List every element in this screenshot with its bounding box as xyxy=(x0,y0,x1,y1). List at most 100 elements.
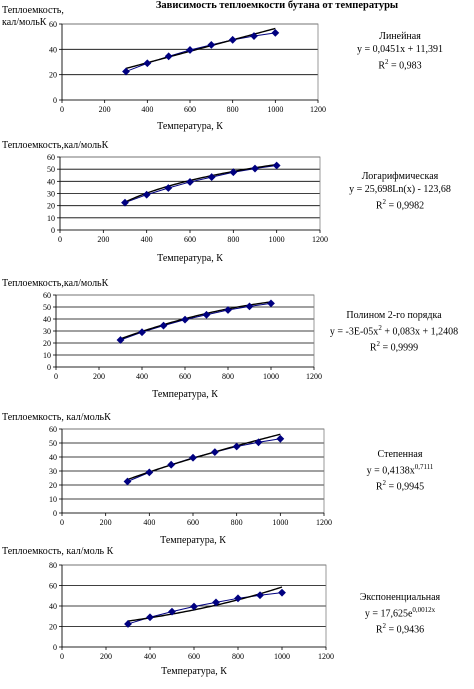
data-point-marker xyxy=(189,453,197,462)
y-tick-label: 20 xyxy=(49,71,57,80)
x-tick-label: 400 xyxy=(143,518,155,527)
data-point-marker xyxy=(164,184,173,192)
x-tick-label: 200 xyxy=(100,652,112,661)
x-tick-label: 600 xyxy=(184,105,196,114)
data-point-marker xyxy=(186,46,194,54)
trend-name: Степенная xyxy=(377,449,423,460)
y-tick-label: 20 xyxy=(49,623,57,632)
y-tick-label: 0 xyxy=(53,509,57,518)
y-tick-label: 10 xyxy=(49,495,57,504)
x-tick-label: 1000 xyxy=(263,372,279,381)
data-point-marker xyxy=(254,438,263,447)
data-point-marker xyxy=(121,198,129,207)
x-tick-label: 200 xyxy=(93,372,105,381)
data-point-marker xyxy=(159,321,168,330)
y-tick-label: 40 xyxy=(49,602,57,611)
data-point-marker xyxy=(228,35,237,44)
x-tick-label: 0 xyxy=(60,652,64,661)
y-tick-label: 20 xyxy=(47,202,55,211)
x-tick-label: 0 xyxy=(60,105,64,114)
y-tick-label: 60 xyxy=(49,425,57,434)
y-tick-label: 0 xyxy=(51,226,55,235)
data-point-marker xyxy=(278,588,286,597)
y-tick-label: 30 xyxy=(47,190,55,199)
data-series-line xyxy=(124,165,277,204)
x-tick-label: 600 xyxy=(179,372,191,381)
x-tick-label: 0 xyxy=(58,235,62,244)
y-tick-label: 30 xyxy=(43,327,51,336)
y-axis-title: Теплоемкость, кал/моль К xyxy=(2,546,114,557)
y-tick-label: 20 xyxy=(49,481,57,490)
chart-panel-linear: 0 20 40 60 0 200 400 600 800 1000 1200 Температура,… xyxy=(0,0,474,140)
trend-name: Экспоненциальная xyxy=(359,592,441,603)
y-tick-label: 30 xyxy=(49,467,57,476)
x-tick-label: 800 xyxy=(227,235,239,244)
data-series-line xyxy=(120,302,272,341)
data-point-marker xyxy=(267,299,275,308)
data-point-marker xyxy=(207,40,216,49)
data-point-marker xyxy=(276,434,285,443)
x-tick-label: 600 xyxy=(184,235,196,244)
data-point-marker xyxy=(167,460,176,469)
x-axis-title: Температура, К xyxy=(157,253,223,264)
y-tick-label: 40 xyxy=(49,453,57,462)
data-point-marker xyxy=(164,52,173,61)
x-tick-label: 600 xyxy=(187,518,199,527)
trend-r2: R2 = 0,9982 xyxy=(375,198,425,212)
y-axis-title: Теплоемкость,кал/мольК xyxy=(2,140,109,151)
trend-name: Логарифмическая xyxy=(361,171,439,182)
trend-name: Линейная xyxy=(379,31,421,42)
data-point-marker xyxy=(271,28,280,37)
data-point-marker xyxy=(245,302,254,311)
x-tick-label: 400 xyxy=(141,105,153,114)
trend-r2: R2 = 0,9436 xyxy=(375,622,425,636)
data-point-marker xyxy=(224,306,232,314)
y-tick-label: 40 xyxy=(47,177,55,186)
data-point-marker xyxy=(142,190,151,199)
data-point-marker xyxy=(168,607,176,616)
equation-box-poly: Полином 2-го порядка y = -3E-05x2 + 0,08… xyxy=(316,309,472,355)
y-tick-label: 0 xyxy=(47,363,51,372)
y-axis-title: Теплоемкость, кал/мольК xyxy=(2,412,111,423)
data-point-marker xyxy=(186,178,194,186)
x-tick-label: 800 xyxy=(232,652,244,661)
trend-name: Полином 2-го порядка xyxy=(346,310,442,321)
data-point-marker xyxy=(232,442,241,451)
trend-formula: y = 0,0451x + 11,391 xyxy=(357,44,443,55)
data-point-marker xyxy=(143,59,152,68)
x-tick-label: 1200 xyxy=(306,372,322,381)
plot-area-frame xyxy=(61,23,319,101)
x-tick-label: 0 xyxy=(54,372,58,381)
trend-formula: y = 17,625e0,0012x xyxy=(364,606,436,620)
data-point-marker xyxy=(145,468,154,477)
y-tick-label: 40 xyxy=(43,315,51,324)
data-point-marker xyxy=(212,598,220,607)
trend-r2: R2 = 0,9999 xyxy=(369,340,419,354)
y-tick-label: 10 xyxy=(43,351,51,360)
data-point-marker xyxy=(116,336,125,344)
y-axis-title: Теплоемкость,кал/мольК xyxy=(2,278,109,289)
y-axis-title: Теплоемкость, xyxy=(2,5,64,16)
x-tick-label: 800 xyxy=(231,518,243,527)
x-tick-label: 1200 xyxy=(318,652,334,661)
data-point-marker xyxy=(124,620,132,628)
y-tick-label: 80 xyxy=(49,561,57,570)
chart-panel-poly: 0 10 20 30 40 50 60 0 200 400 600 800 1000 1200 Темпер… xyxy=(0,275,474,410)
data-point-marker xyxy=(202,310,211,319)
x-tick-label: 800 xyxy=(222,372,234,381)
x-tick-label: 1200 xyxy=(310,105,326,114)
y-tick-label: 0 xyxy=(53,96,57,105)
x-axis-title: Температура, К xyxy=(161,666,227,677)
y-tick-label: 40 xyxy=(49,45,57,54)
x-axis-title: Температура, К xyxy=(152,389,218,400)
data-point-marker xyxy=(122,67,130,76)
x-tick-label: 800 xyxy=(227,105,239,114)
y-tick-label: 10 xyxy=(47,214,55,223)
x-tick-label: 200 xyxy=(100,518,112,527)
data-point-marker xyxy=(234,594,242,603)
x-tick-label: 1000 xyxy=(269,235,285,244)
trend-line xyxy=(120,301,272,340)
